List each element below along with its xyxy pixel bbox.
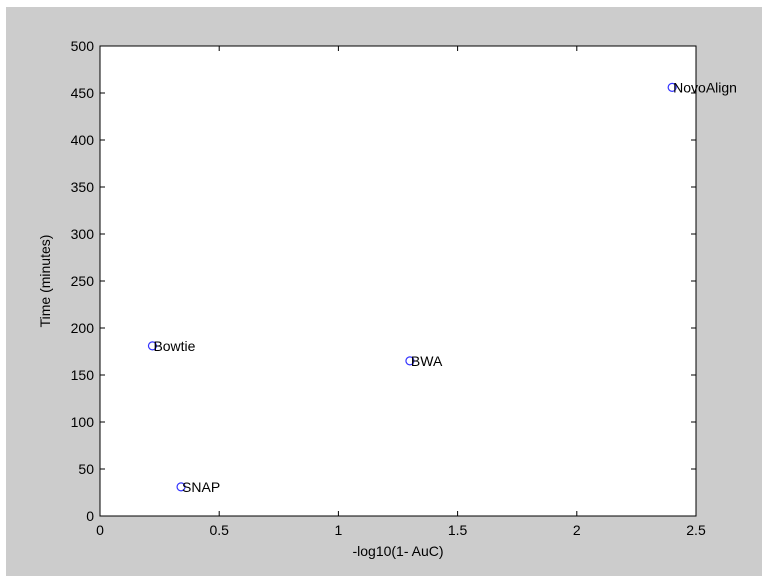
data-point-marker: [405, 356, 415, 366]
y-tick-label: 150: [71, 367, 95, 383]
data-points: NovoAlign Bowtie BWA SNAP: [147, 79, 737, 495]
data-point-label: BWA: [411, 353, 443, 369]
y-tick-label: 250: [71, 273, 95, 289]
y-tick-label: 100: [71, 414, 95, 430]
y-tick-label: 50: [78, 461, 94, 477]
x-tick-label: 2.5: [686, 522, 706, 538]
data-point-label: NovoAlign: [673, 79, 737, 95]
y-tick-label: 500: [71, 38, 95, 54]
y-tick-label: 300: [71, 226, 95, 242]
data-point-label: SNAP: [182, 479, 220, 495]
y-tick-label: 200: [71, 320, 95, 336]
data-point-label: Bowtie: [153, 338, 195, 354]
x-tick-label: 2: [573, 522, 581, 538]
y-tick-label: 350: [71, 179, 95, 195]
data-point-marker: [176, 482, 186, 492]
x-tick-label: 1.5: [448, 522, 468, 538]
y-tick-label: 0: [86, 508, 94, 524]
figure-background: 0 0.5 1 1.5 2 2.5 0 50 100 150 200 250 300 350 400 450…: [6, 7, 762, 576]
x-tick-label: 0.5: [209, 522, 229, 538]
data-point-marker: [147, 341, 158, 351]
y-axis: 0 50 100 150 200 250 300 350 400 450 500: [71, 38, 696, 524]
x-tick-label: 1: [335, 522, 343, 538]
x-tick-label: 0: [96, 522, 104, 538]
data-point-marker: [667, 82, 677, 92]
x-axis-label: -log10(1- AuC): [352, 543, 443, 559]
y-tick-label: 450: [71, 85, 95, 101]
y-axis-label: Time (minutes): [37, 235, 53, 328]
x-axis: 0 0.5 1 1.5 2 2.5: [96, 46, 706, 538]
scatter-chart: 0 0.5 1 1.5 2 2.5 0 50 100 150 200 250 300 350 400 450…: [37, 38, 737, 559]
y-tick-label: 400: [71, 132, 95, 148]
plot-area: [99, 45, 697, 517]
